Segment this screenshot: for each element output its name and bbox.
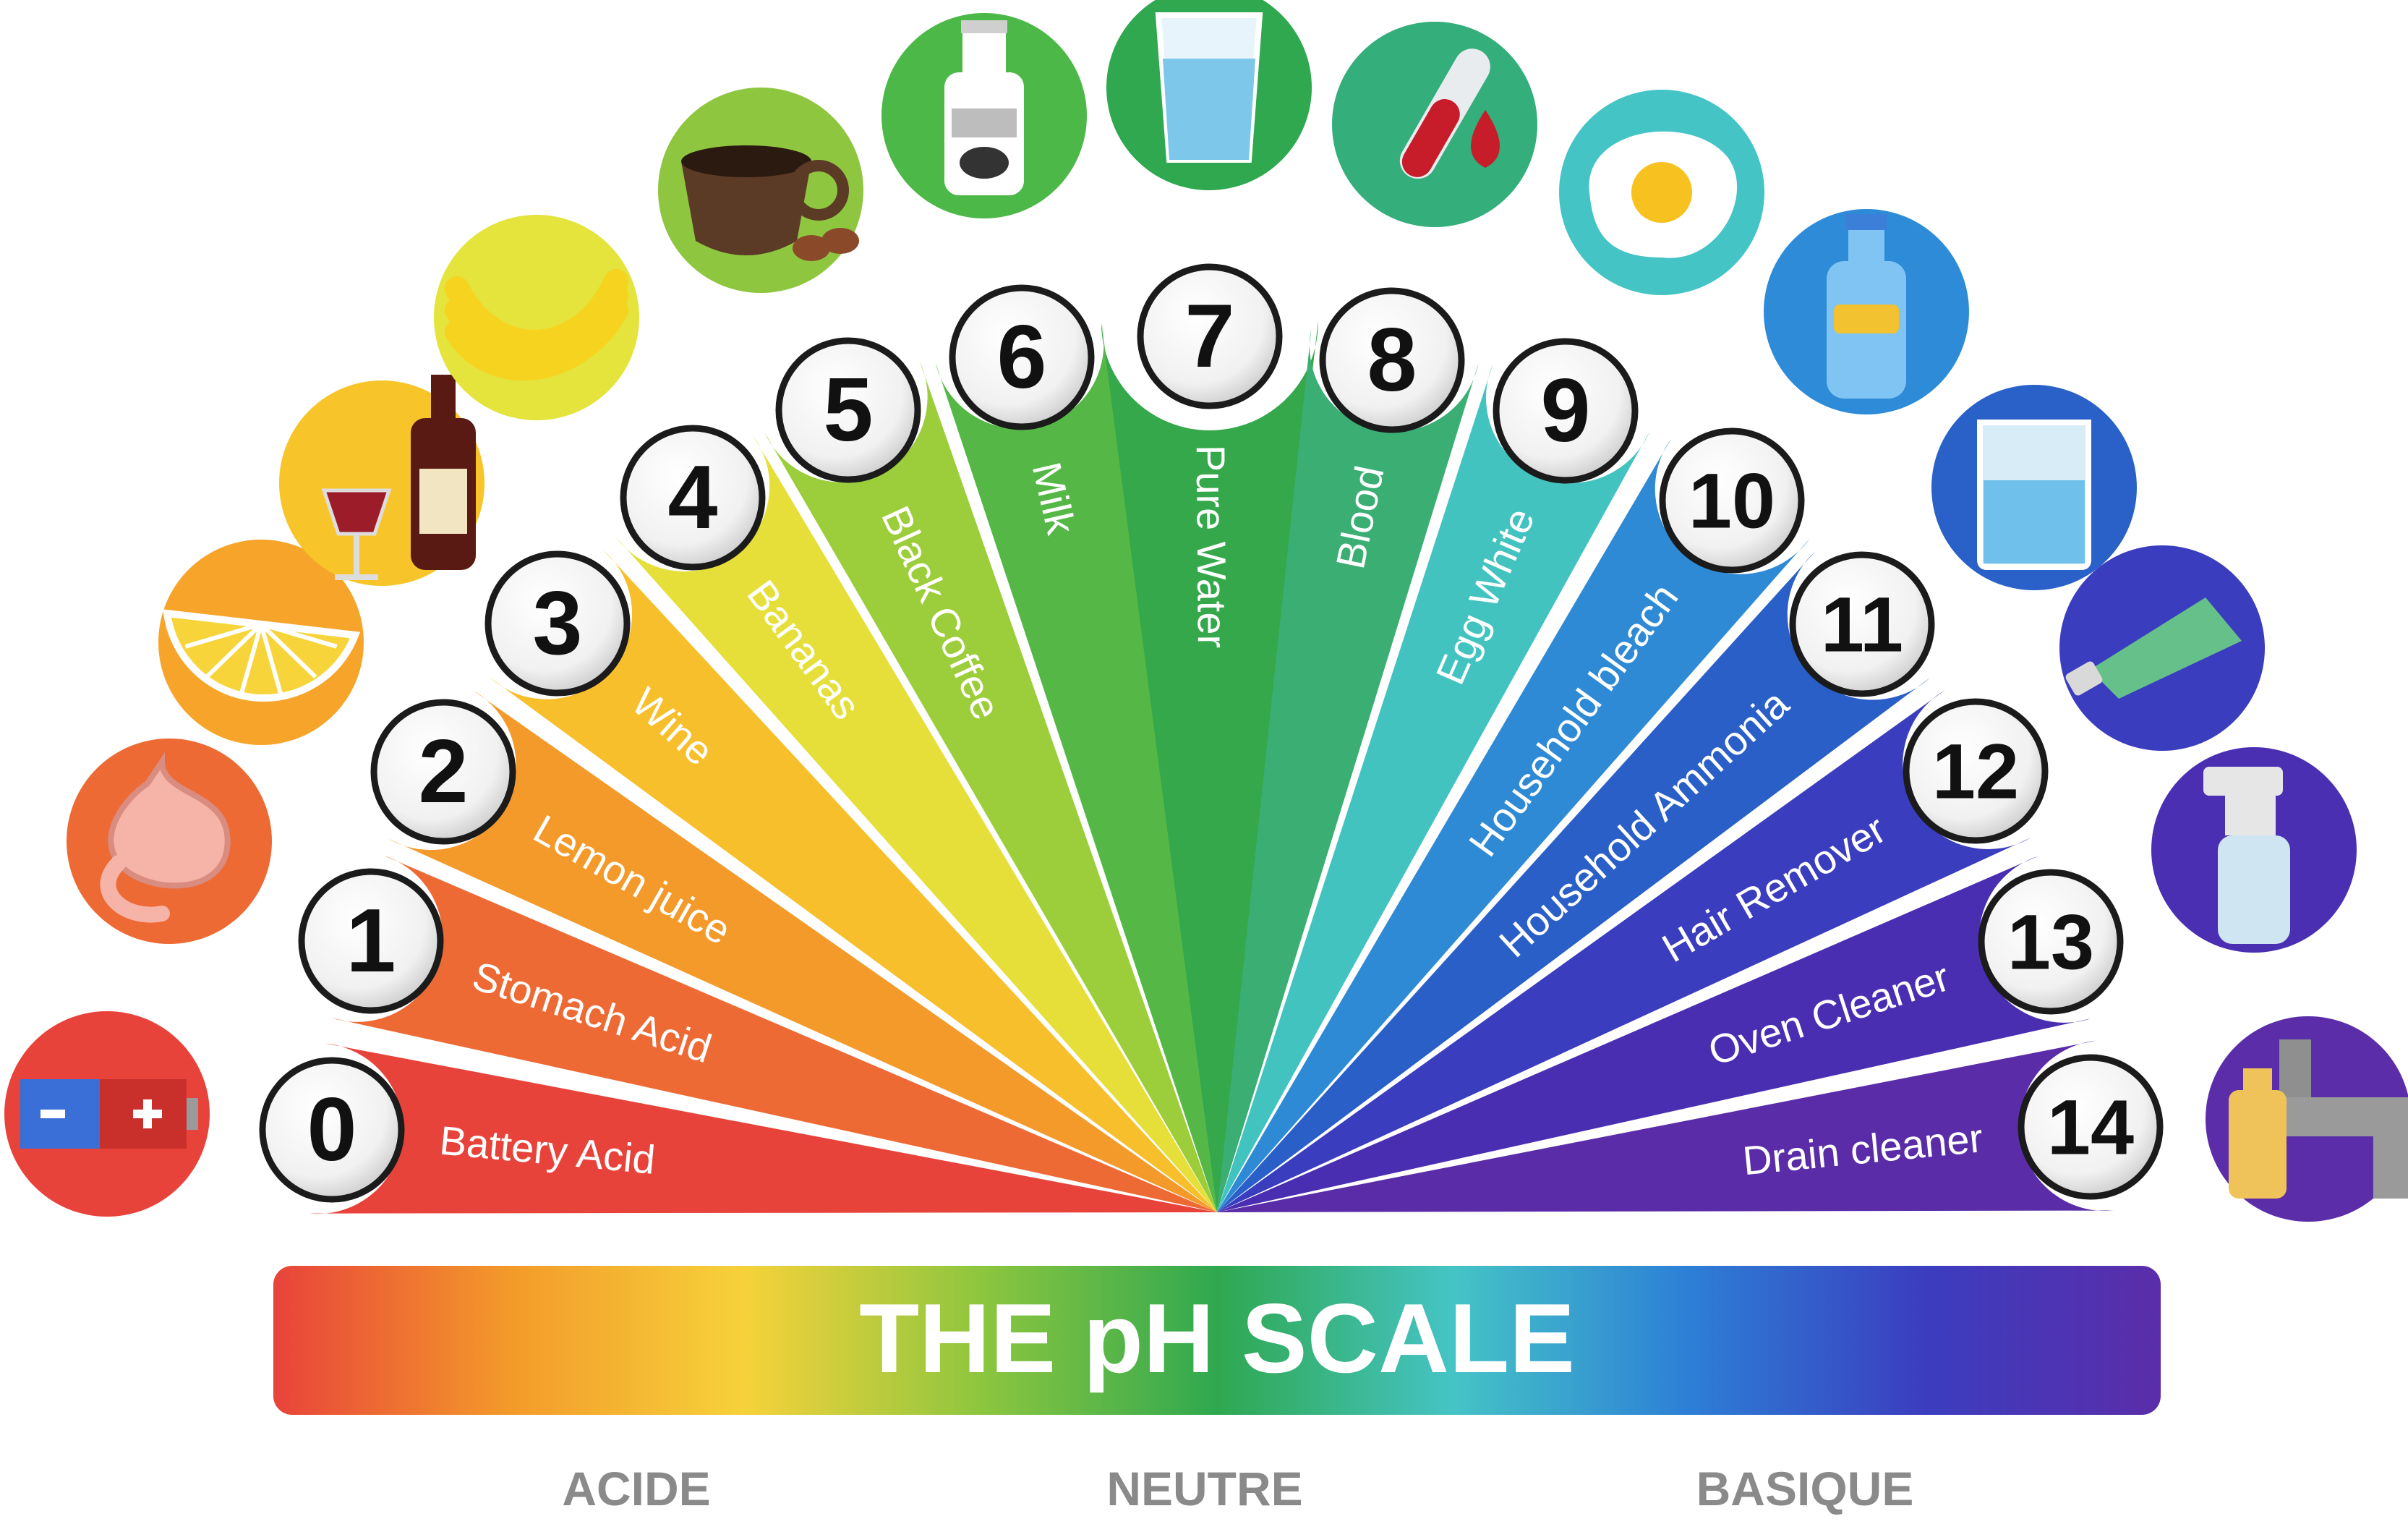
stomach-icon <box>67 739 272 944</box>
ph-badge-6 <box>949 284 1095 430</box>
ph-badge-12 <box>1903 698 2049 844</box>
ph-ray-0 <box>309 1043 1218 1214</box>
title: THE pH SCALE <box>859 1283 1575 1393</box>
milk-bottle-icon <box>881 13 1087 218</box>
ph-number-11: 11 <box>1821 581 1903 668</box>
ph-number-1: 1 <box>346 891 396 991</box>
ph-ray-2 <box>388 690 1218 1212</box>
ph-badge-10 <box>1659 427 1805 574</box>
category-labels: ACIDE NEUTRE BASIQUE <box>562 1462 1913 1515</box>
ph-badge-7 <box>1137 263 1283 409</box>
lemon-icon <box>158 540 364 745</box>
ph-badge-9 <box>1493 338 1639 484</box>
ph-number-3: 3 <box>533 574 583 673</box>
ph-ray-5 <box>764 361 1217 1213</box>
ph-badge-8 <box>1319 287 1465 433</box>
category-neutral: NEUTRE <box>1106 1462 1302 1515</box>
ph-number-9: 9 <box>1541 361 1591 461</box>
bleach-bottle-icon <box>1764 209 1969 414</box>
ph-number-8: 8 <box>1367 310 1417 410</box>
ph-number-10: 10 <box>1688 457 1775 545</box>
ph-ray-9 <box>1217 363 1650 1212</box>
title-bar <box>273 1266 2161 1415</box>
ph-ray-12 <box>1217 689 2031 1212</box>
egg-icon <box>1559 90 1764 295</box>
ph-badge-2 <box>370 699 516 845</box>
ph-number-4: 4 <box>668 448 718 548</box>
cream-tube-icon <box>2059 545 2265 751</box>
wine-icon <box>279 375 484 586</box>
title-banner: THE pH SCALE <box>273 1266 2161 1415</box>
ph-badge-3 <box>484 550 631 697</box>
ph-number-2: 2 <box>419 722 469 822</box>
category-base: BASIQUE <box>1696 1462 1914 1515</box>
ph-ray-14 <box>1217 1040 2114 1212</box>
ph-number-5: 5 <box>824 360 874 460</box>
ph-number-0: 0 <box>307 1080 357 1180</box>
ph-badge-5 <box>775 337 921 483</box>
ph-badge-13 <box>1978 869 2124 1015</box>
blood-tube-icon <box>1332 22 1537 227</box>
ph-ray-6 <box>935 324 1217 1212</box>
ph-number-13: 13 <box>2007 898 2094 986</box>
drain-pipe-icon <box>2206 1016 2408 1222</box>
ph-label-7: Pure Water <box>1188 445 1235 649</box>
ph-badge-14 <box>2018 1054 2164 1200</box>
ph-ray-1 <box>330 855 1218 1212</box>
ph-ray-13 <box>1217 856 2091 1212</box>
water-glass-icon <box>1106 0 1312 190</box>
spray-bottle-icon <box>2151 747 2357 953</box>
ph-number-7: 7 <box>1185 286 1235 386</box>
banana-icon <box>434 215 639 420</box>
ph-ray-8 <box>1217 328 1479 1212</box>
category-acid: ACIDE <box>562 1462 710 1515</box>
ph-icons <box>4 0 2408 1222</box>
ph-ray-10 <box>1217 438 1810 1213</box>
ph-ray-4 <box>615 435 1217 1212</box>
coffee-icon <box>658 88 863 293</box>
ph-ray-11 <box>1217 551 1931 1212</box>
ph-number-12: 12 <box>1932 728 2019 815</box>
ph-ray-7 <box>1101 320 1318 1212</box>
ph-badge-0 <box>259 1057 405 1203</box>
ph-number-14: 14 <box>2047 1084 2134 1171</box>
ph-ray-3 <box>490 550 1217 1212</box>
ph-badge-1 <box>298 868 444 1014</box>
ph-badge-4 <box>620 425 766 571</box>
ph-number-6: 6 <box>997 307 1047 407</box>
beaker-icon <box>1931 385 2137 590</box>
battery-icon <box>4 1011 210 1217</box>
ph-badge-11 <box>1789 551 1935 697</box>
